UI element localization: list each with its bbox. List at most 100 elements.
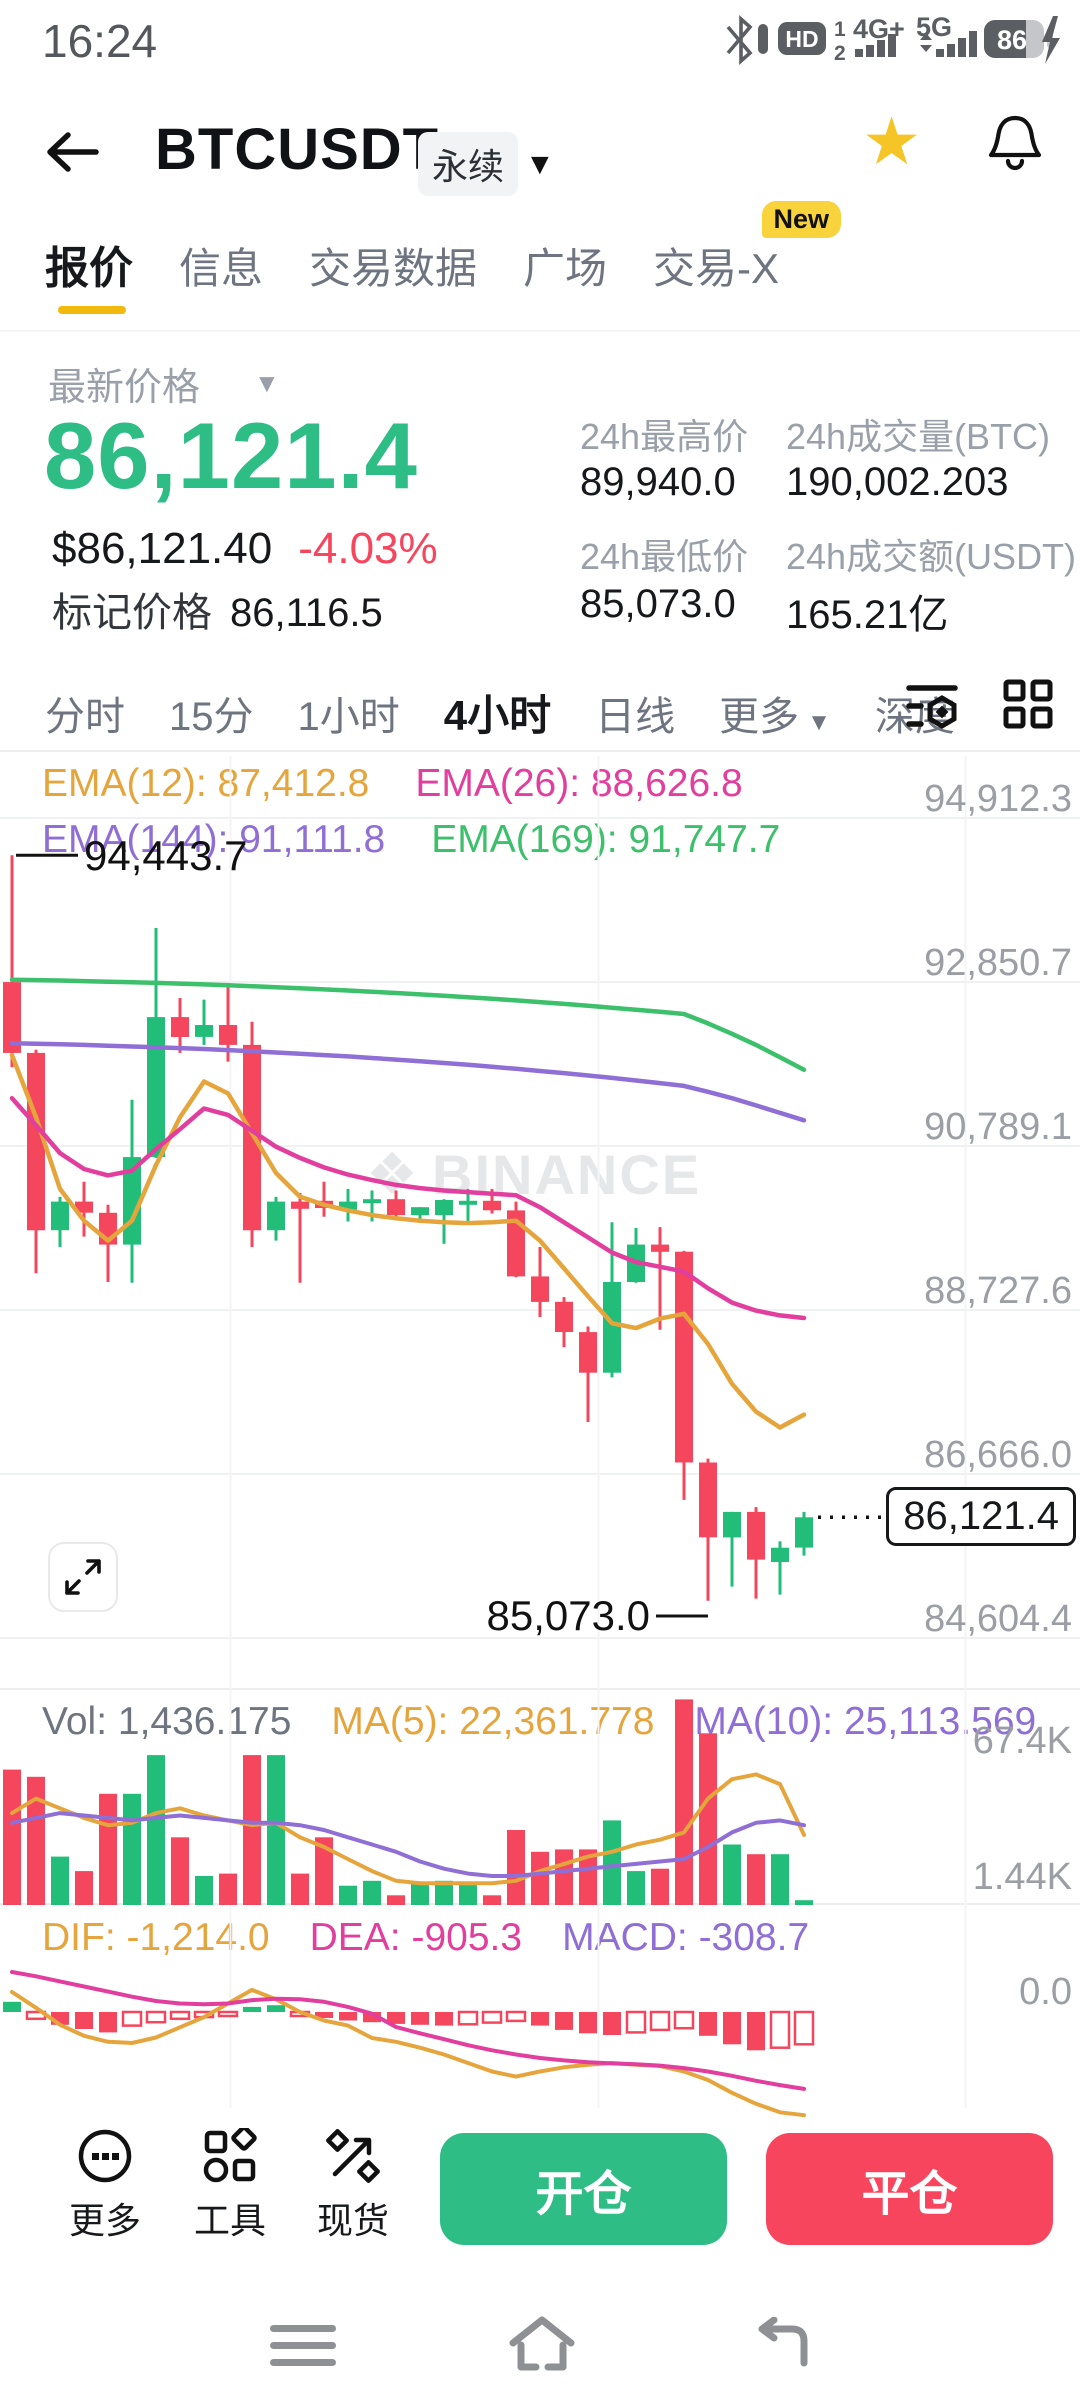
stat-volume-label: 24h成交量(BTC)	[786, 416, 1051, 457]
price-change-percent: -4.03%	[298, 524, 438, 573]
binance-logo-icon: ❖	[366, 1142, 418, 1207]
axis-label: 1.44K	[972, 1856, 1072, 1898]
macd-label: MACD: -308.7	[562, 1916, 810, 1959]
macd-pane-divider	[0, 1903, 1080, 1905]
low-price-annotation: 85,073.0	[486, 1592, 651, 1639]
stat-low-value: 85,073.0	[580, 582, 736, 626]
bt-battery-icon	[758, 24, 768, 54]
mark-price-label: 标记价格	[52, 591, 212, 635]
svg-text:86: 86	[997, 25, 1027, 55]
stat-low-label: 24h最低价	[580, 536, 749, 577]
mark-price-value: 86,116.5	[230, 591, 383, 635]
more-caret-icon: ▼	[807, 708, 831, 736]
status-icons: HD 1 2 4G+ 5G 86	[720, 12, 1060, 73]
tf-minute[interactable]: 分时	[45, 694, 125, 739]
tab-trading-data[interactable]: 交易数据	[309, 245, 478, 292]
volume-pane-divider	[0, 1688, 1080, 1690]
signal-4g-icon: 4G+	[853, 14, 905, 57]
more-ellipsis-icon	[78, 2129, 132, 2183]
axis-label: 90,789.1	[924, 1106, 1072, 1148]
ema-labels-row1: EMA(12): 87,412.8 EMA(26): 88,626.8	[42, 762, 743, 806]
contract-type-badge[interactable]: 永续	[418, 132, 519, 196]
tf-daily[interactable]: 日线	[595, 694, 676, 739]
high-price-annotation: 94,443.7	[84, 832, 248, 880]
tab-quote[interactable]: 报价	[45, 244, 133, 293]
back-nav-icon[interactable]	[748, 2317, 810, 2373]
tf-more[interactable]: 更多 ▼	[719, 694, 831, 739]
chart-top-divider	[0, 750, 1080, 752]
tf-15m[interactable]: 15分	[169, 694, 254, 739]
recent-apps-icon[interactable]	[270, 2321, 336, 2369]
back-arrow-icon	[47, 132, 99, 172]
hd-call-icon: HD 1 2	[778, 18, 846, 65]
axis-label: 0.0	[1019, 1971, 1072, 2013]
ema-labels-row2: EMA(144): 91,111.8 EMA(169): 91,747.7	[42, 818, 780, 862]
expand-icon	[65, 1559, 101, 1595]
more-action-button[interactable]: 更多	[50, 2128, 160, 2244]
tab-info[interactable]: 信息	[179, 245, 264, 292]
tf-4h[interactable]: 4小时	[443, 692, 552, 739]
stat-turnover-label: 24h成交额(USDT)	[786, 536, 1077, 577]
open-position-button[interactable]: 开仓	[440, 2133, 727, 2245]
ema12-label: EMA(12): 87,412.8	[42, 762, 370, 805]
signal-5g-icon: 5G	[916, 12, 977, 57]
stat-high-value: 89,940.0	[580, 460, 736, 504]
axis-label: 84,604.4	[924, 1598, 1072, 1640]
svg-text:2: 2	[834, 42, 846, 65]
home-icon[interactable]	[509, 2315, 575, 2375]
symbol-dropdown-caret-icon[interactable]: ▼	[525, 148, 555, 181]
stat-high-label: 24h最高价	[580, 416, 749, 457]
axis-label: 92,850.7	[924, 942, 1072, 984]
active-tab-underline	[58, 306, 126, 314]
ema26-label: EMA(26): 88,626.8	[415, 762, 743, 805]
mark-price-row: 标记价格 86,116.5	[52, 580, 383, 638]
back-button[interactable]	[40, 120, 104, 184]
tools-action-button[interactable]: 工具	[175, 2128, 285, 2244]
expand-chart-button[interactable]	[48, 1542, 118, 1612]
notification-bell-icon[interactable]	[986, 112, 1044, 181]
dea-label: DEA: -905.3	[309, 1916, 523, 1959]
axis-label: 67.4K	[972, 1720, 1072, 1762]
svg-text:HD: HD	[785, 26, 818, 52]
vol-label: Vol: 1,436.175	[42, 1700, 292, 1743]
status-time: 16:24	[42, 15, 158, 67]
tab-square[interactable]: 广场	[523, 245, 608, 292]
tf-1h[interactable]: 1小时	[297, 694, 400, 739]
tools-icon	[203, 2128, 257, 2183]
battery-icon: 86	[984, 20, 1053, 58]
latest-price-caret-icon[interactable]: ▼	[254, 368, 280, 398]
svg-text:1: 1	[834, 18, 846, 41]
svg-text:4G+: 4G+	[853, 14, 905, 44]
volume-labels-row: Vol: 1,436.175 MA(5): 22,361.778 MA(10):…	[42, 1700, 1036, 1744]
close-position-button[interactable]: 平仓	[766, 2133, 1053, 2245]
vol-ma10-label: MA(10): 25,113.569	[694, 1700, 1037, 1743]
tab-trade-x[interactable]: 交易-X New	[653, 201, 842, 310]
bluetooth-icon	[726, 14, 753, 66]
ema144-label: EMA(144): 91,111.8	[42, 818, 386, 861]
favorite-star-icon[interactable]: ★	[862, 104, 922, 178]
charging-bolt-icon	[1042, 16, 1060, 64]
spot-action-button[interactable]: 现货	[298, 2128, 408, 2244]
tabs-divider	[0, 330, 1080, 332]
dif-label: DIF: -1,214.0	[42, 1916, 270, 1959]
ema169-label: EMA(169): 91,747.7	[431, 818, 781, 861]
vol-ma5-label: MA(5): 22,361.778	[331, 1700, 655, 1743]
usd-price-row: $86,121.40 -4.03%	[52, 524, 438, 574]
usd-price: $86,121.40	[52, 524, 273, 573]
macd-labels-row: DIF: -1,214.0 DEA: -905.3 MACD: -308.7	[42, 1916, 809, 1960]
indicator-settings-icon[interactable]	[905, 678, 961, 743]
grid-view-icon[interactable]	[1002, 678, 1054, 735]
last-price: 86,121.4	[44, 403, 418, 508]
axis-label: 88,727.6	[924, 1270, 1072, 1312]
axis-label: 94,912.3	[924, 778, 1072, 820]
new-badge: New	[761, 201, 842, 238]
top-tabs: 报价 信息 交易数据 广场 交易-X New	[45, 201, 842, 310]
stat-volume-value: 190,002.203	[786, 460, 1009, 504]
spot-arrows-icon	[326, 2129, 380, 2183]
system-navbar	[0, 2290, 1080, 2400]
last-price-pill: 86,121.4	[886, 1487, 1076, 1547]
svg-text:5G: 5G	[916, 12, 952, 42]
binance-watermark: ❖ BINANCE	[366, 1142, 702, 1207]
latest-price-label[interactable]: 最新价格	[48, 367, 201, 409]
